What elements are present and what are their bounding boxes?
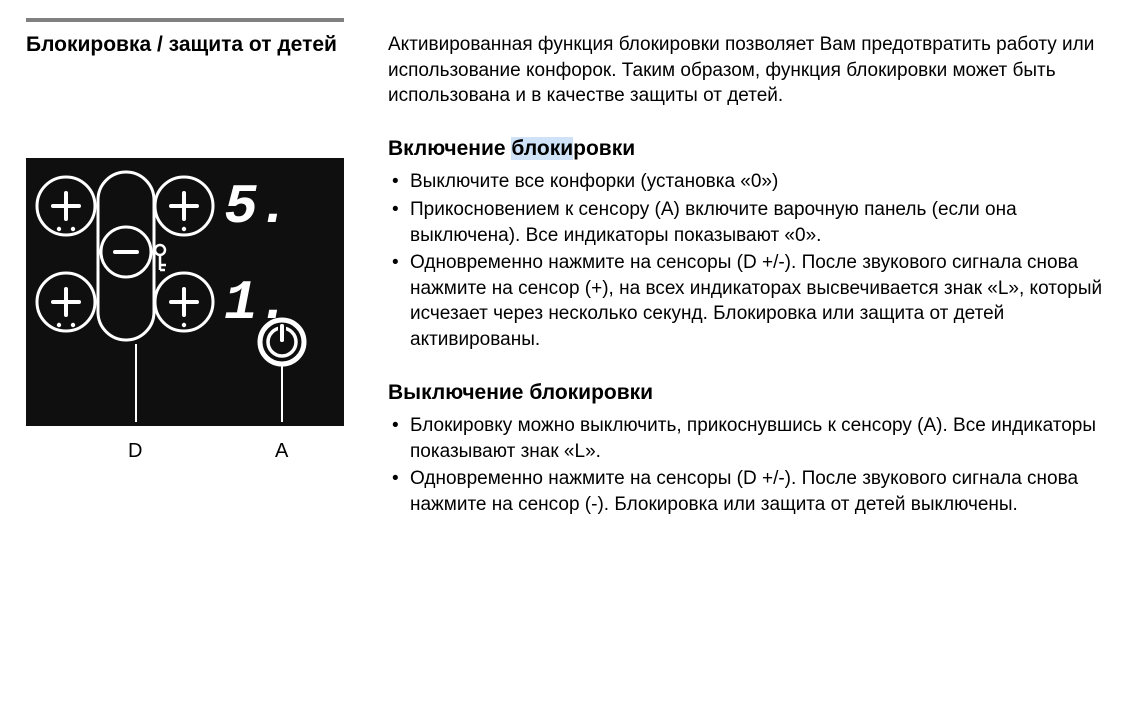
left-column: Блокировка / защита от детей 5. 1. D A [26, 32, 344, 544]
svg-text:5.: 5. [224, 175, 291, 239]
disable-lock-list: Блокировку можно выключить, прикоснувшис… [388, 413, 1120, 518]
control-panel-figure: 5. 1. D A [26, 158, 344, 472]
svg-text:1.: 1. [224, 271, 291, 335]
page-layout: Блокировка / защита от детей 5. 1. D A Ак… [26, 32, 1128, 544]
right-column: Активированная функция блокировки позвол… [388, 32, 1128, 544]
subhead-highlight: блоки [511, 137, 573, 160]
section-title: Блокировка / защита от детей [26, 32, 344, 58]
intro-paragraph: Активированная функция блокировки позвол… [388, 32, 1120, 109]
label-a: A [275, 438, 288, 465]
label-d: D [128, 438, 142, 465]
subhead-post: ровки [573, 137, 635, 160]
subhead-enable-lock: Включение блокировки [388, 135, 1120, 163]
list-item: Прикосновением к сенсору (A) включите ва… [388, 197, 1120, 248]
enable-lock-list: Выключите все конфорки (установка «0») П… [388, 169, 1120, 352]
subhead-pre: Включение [388, 137, 511, 160]
control-panel: 5. 1. [26, 158, 344, 426]
list-item: Блокировку можно выключить, прикоснувшис… [388, 413, 1120, 464]
list-item: Выключите все конфорки (установка «0») [388, 169, 1120, 195]
subhead-disable-lock: Выключение блокировки [388, 379, 1120, 407]
control-panel-svg: 5. 1. [26, 158, 344, 426]
list-item: Одновременно нажмите на сенсоры (D +/-).… [388, 466, 1120, 517]
list-item: Одновременно нажмите на сенсоры (D +/-).… [388, 250, 1120, 353]
top-rule [26, 18, 344, 22]
figure-labels: D A [26, 426, 344, 472]
